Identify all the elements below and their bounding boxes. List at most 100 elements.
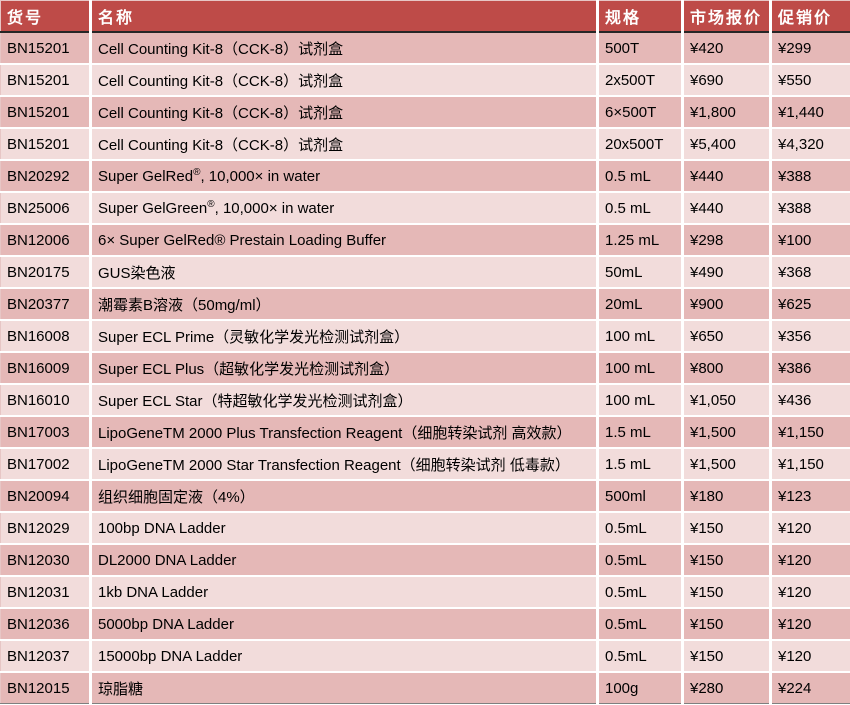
cell-spec: 1.5 mL <box>597 416 684 449</box>
cell-spec: 100 mL <box>597 384 684 417</box>
cell-promo-price: ¥120 <box>770 640 850 673</box>
cell-market-price: ¥298 <box>682 224 772 257</box>
cell-promo-price: ¥123 <box>770 480 850 513</box>
cell-product-name: GUS染色液 <box>90 256 599 289</box>
table-row: BN15201 Cell Counting Kit-8（CCK-8）试剂盒 6×… <box>0 96 850 129</box>
table-row: BN12006 6× Super GelRed® Prestain Loadin… <box>0 224 850 257</box>
cell-spec: 2x500T <box>597 64 684 97</box>
cell-market-price: ¥900 <box>682 288 772 321</box>
cell-spec: 6×500T <box>597 96 684 129</box>
cell-product-code: BN16010 <box>0 384 92 417</box>
cell-promo-price: ¥100 <box>770 224 850 257</box>
cell-spec: 0.5 mL <box>597 192 684 225</box>
cell-market-price: ¥1,500 <box>682 416 772 449</box>
cell-product-name: Cell Counting Kit-8（CCK-8）试剂盒 <box>90 128 599 161</box>
cell-spec: 500ml <box>597 480 684 513</box>
cell-promo-price: ¥368 <box>770 256 850 289</box>
cell-product-code: BN12036 <box>0 608 92 641</box>
cell-promo-price: ¥120 <box>770 608 850 641</box>
cell-promo-price: ¥120 <box>770 576 850 609</box>
table-row: BN20175 GUS染色液 50mL ¥490 ¥368 <box>0 256 850 289</box>
cell-product-name: Cell Counting Kit-8（CCK-8）试剂盒 <box>90 96 599 129</box>
cell-product-name: LipoGeneTM 2000 Plus Transfection Reagen… <box>90 416 599 449</box>
cell-promo-price: ¥120 <box>770 544 850 577</box>
cell-product-name: Cell Counting Kit-8（CCK-8）试剂盒 <box>90 32 599 65</box>
col-header-promo-price: 促销价 <box>770 0 850 33</box>
cell-market-price: ¥1,050 <box>682 384 772 417</box>
table-row: BN12037 15000bp DNA Ladder 0.5mL ¥150 ¥1… <box>0 640 850 673</box>
col-header-name: 名称 <box>90 0 599 33</box>
cell-spec: 50mL <box>597 256 684 289</box>
cell-market-price: ¥150 <box>682 640 772 673</box>
cell-product-name: 6× Super GelRed® Prestain Loading Buffer <box>90 224 599 257</box>
cell-promo-price: ¥1,440 <box>770 96 850 129</box>
table-row: BN16008 Super ECL Prime（灵敏化学发光检测试剂盒） 100… <box>0 320 850 353</box>
cell-promo-price: ¥388 <box>770 192 850 225</box>
cell-product-code: BN15201 <box>0 32 92 65</box>
cell-product-code: BN12030 <box>0 544 92 577</box>
cell-product-code: BN16009 <box>0 352 92 385</box>
cell-market-price: ¥150 <box>682 608 772 641</box>
cell-product-name: 5000bp DNA Ladder <box>90 608 599 641</box>
cell-promo-price: ¥4,320 <box>770 128 850 161</box>
table-row: BN12031 1kb DNA Ladder 0.5mL ¥150 ¥120 <box>0 576 850 609</box>
cell-product-name: Super GelGreen®, 10,000× in water <box>90 192 599 225</box>
cell-spec: 0.5mL <box>597 608 684 641</box>
table-row: BN15201 Cell Counting Kit-8（CCK-8）试剂盒 2x… <box>0 64 850 97</box>
cell-market-price: ¥280 <box>682 672 772 704</box>
cell-product-code: BN20292 <box>0 160 92 193</box>
cell-product-code: BN16008 <box>0 320 92 353</box>
cell-product-name: Super ECL Star（特超敏化学发光检测试剂盒） <box>90 384 599 417</box>
cell-product-code: BN25006 <box>0 192 92 225</box>
cell-product-name: 潮霉素B溶液（50mg/ml） <box>90 288 599 321</box>
cell-spec: 100 mL <box>597 352 684 385</box>
table-row: BN25006 Super GelGreen®, 10,000× in wate… <box>0 192 850 225</box>
cell-product-name: 100bp DNA Ladder <box>90 512 599 545</box>
cell-market-price: ¥150 <box>682 576 772 609</box>
cell-product-code: BN17003 <box>0 416 92 449</box>
cell-market-price: ¥150 <box>682 512 772 545</box>
cell-promo-price: ¥386 <box>770 352 850 385</box>
cell-product-code: BN20377 <box>0 288 92 321</box>
cell-product-name: 1kb DNA Ladder <box>90 576 599 609</box>
table-row: BN20292 Super GelRed®, 10,000× in water … <box>0 160 850 193</box>
cell-spec: 500T <box>597 32 684 65</box>
cell-product-name: 琼脂糖 <box>90 672 599 704</box>
table-row: BN20094 组织细胞固定液（4%） 500ml ¥180 ¥123 <box>0 480 850 513</box>
cell-spec: 0.5mL <box>597 640 684 673</box>
cell-product-code: BN20175 <box>0 256 92 289</box>
cell-promo-price: ¥625 <box>770 288 850 321</box>
cell-promo-price: ¥120 <box>770 512 850 545</box>
col-header-spec: 规格 <box>597 0 684 33</box>
cell-promo-price: ¥1,150 <box>770 416 850 449</box>
cell-product-code: BN15201 <box>0 64 92 97</box>
cell-promo-price: ¥1,150 <box>770 448 850 481</box>
cell-product-name: Super ECL Plus（超敏化学发光检测试剂盒） <box>90 352 599 385</box>
cell-market-price: ¥150 <box>682 544 772 577</box>
cell-market-price: ¥800 <box>682 352 772 385</box>
cell-promo-price: ¥224 <box>770 672 850 704</box>
col-header-code: 货号 <box>0 0 92 33</box>
cell-promo-price: ¥436 <box>770 384 850 417</box>
cell-spec: 1.5 mL <box>597 448 684 481</box>
table-row: BN12030 DL2000 DNA Ladder 0.5mL ¥150 ¥12… <box>0 544 850 577</box>
cell-market-price: ¥420 <box>682 32 772 65</box>
cell-market-price: ¥1,500 <box>682 448 772 481</box>
cell-promo-price: ¥299 <box>770 32 850 65</box>
cell-product-name: Super GelRed®, 10,000× in water <box>90 160 599 193</box>
table-row: BN20377 潮霉素B溶液（50mg/ml） 20mL ¥900 ¥625 <box>0 288 850 321</box>
cell-product-code: BN15201 <box>0 96 92 129</box>
cell-spec: 1.25 mL <box>597 224 684 257</box>
table-body: BN15201 Cell Counting Kit-8（CCK-8）试剂盒 50… <box>0 32 850 704</box>
cell-product-name: 15000bp DNA Ladder <box>90 640 599 673</box>
table-row: BN12015 琼脂糖 100g ¥280 ¥224 <box>0 672 850 704</box>
cell-spec: 20x500T <box>597 128 684 161</box>
table-row: BN15201 Cell Counting Kit-8（CCK-8）试剂盒 20… <box>0 128 850 161</box>
cell-product-code: BN15201 <box>0 128 92 161</box>
cell-market-price: ¥440 <box>682 160 772 193</box>
cell-market-price: ¥490 <box>682 256 772 289</box>
cell-product-name: DL2000 DNA Ladder <box>90 544 599 577</box>
cell-spec: 0.5mL <box>597 544 684 577</box>
cell-market-price: ¥440 <box>682 192 772 225</box>
